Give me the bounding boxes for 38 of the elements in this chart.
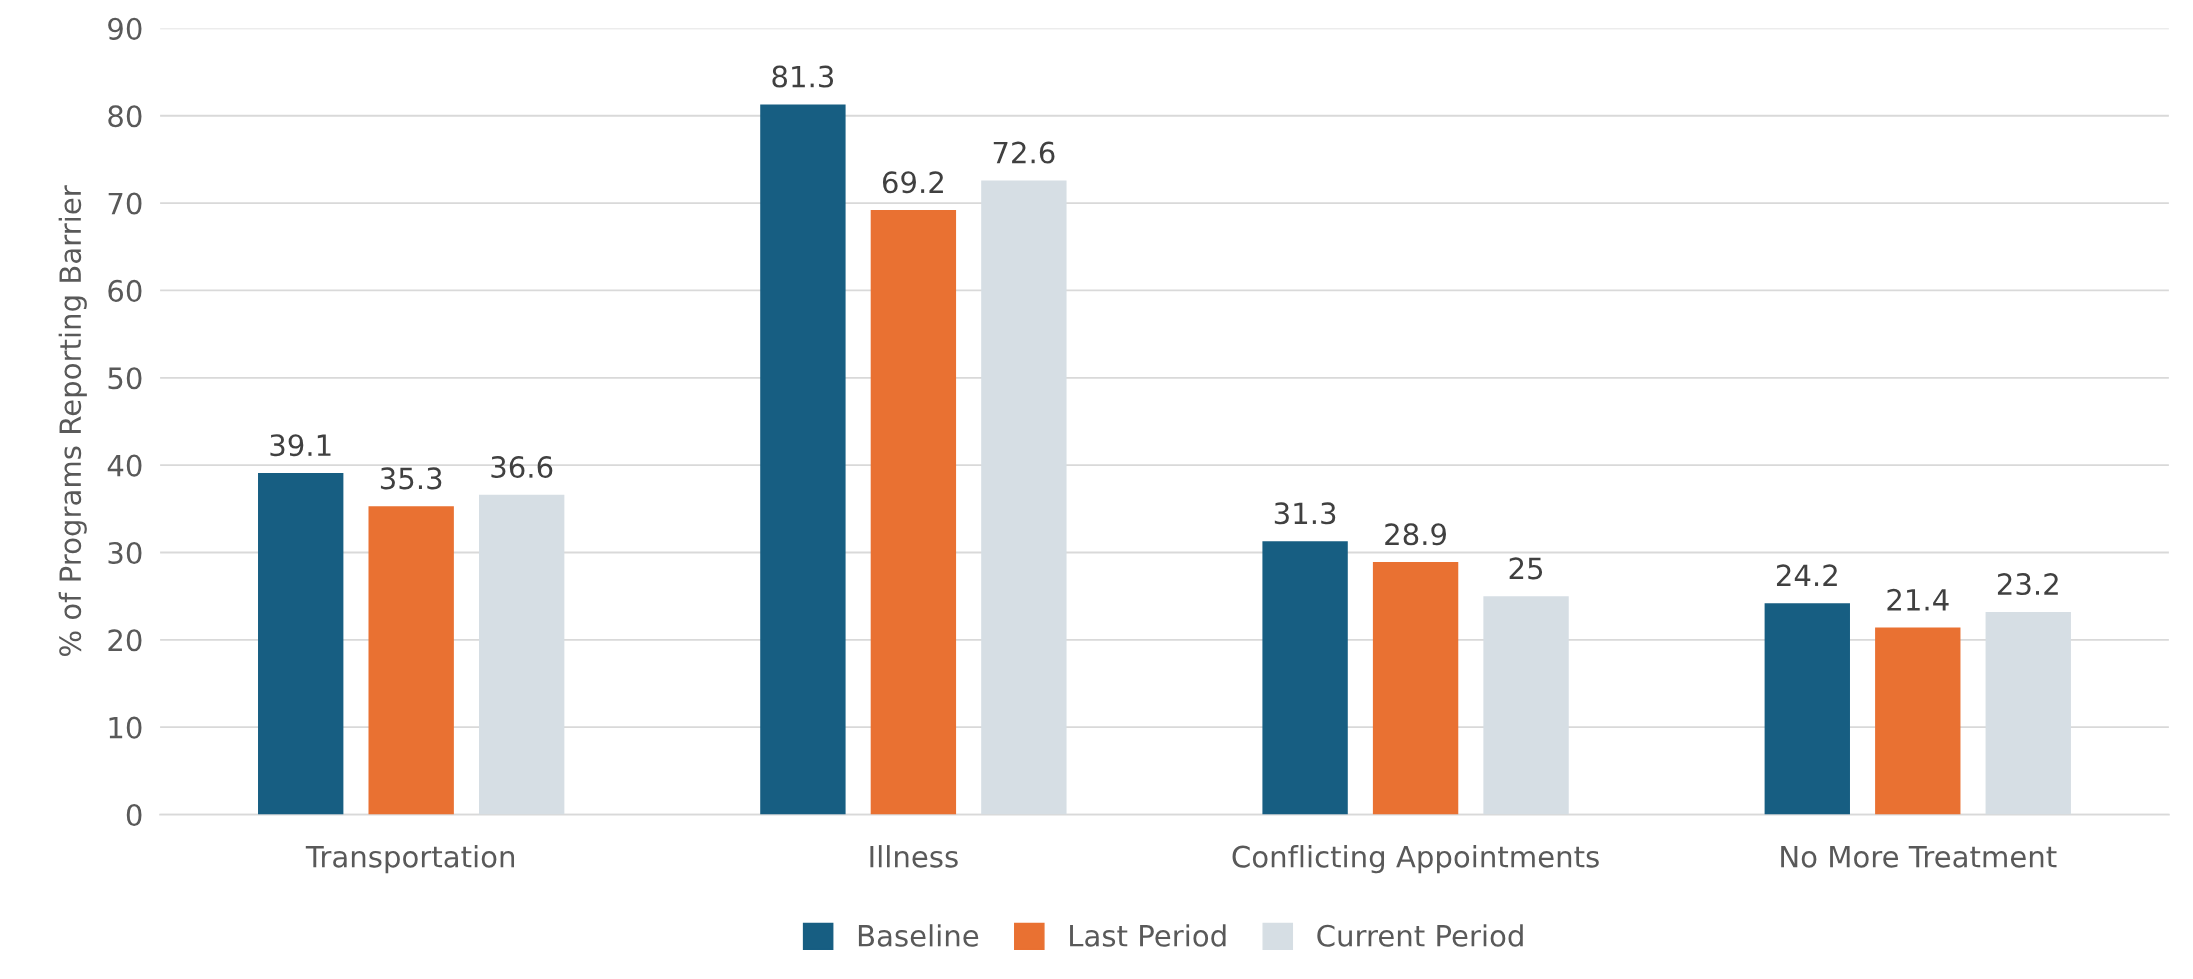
y-tick-label: 50 [108,367,142,390]
y-tick-label: 20 [108,629,142,652]
data-label: 39.1 [270,434,331,457]
data-label: 36.6 [491,456,553,479]
bar [258,473,344,815]
y-axis-title: % of Programs Reporting Barrier [58,185,87,657]
data-label: 21.4 [1887,588,1949,611]
data-label: 31.3 [1274,502,1336,525]
data-label: 25 [1509,557,1543,580]
x-tick-label: Transportation [305,845,515,874]
bar [760,104,846,815]
data-label: 69.2 [882,171,943,194]
legend-label: Baseline [858,924,979,947]
bar [1875,627,1961,815]
bar [870,210,957,815]
y-tick-label: 70 [108,192,142,215]
y-tick-label: 90 [108,17,142,40]
data-label: 28.9 [1385,523,1446,546]
y-tick-label: 40 [107,454,142,477]
data-label: 35.3 [380,467,442,490]
legend-label: Last Period [1070,924,1226,947]
y-tick-label: 80 [108,105,142,128]
bar [1262,541,1348,815]
y-tick-label: 60 [108,279,142,302]
data-label: 23.2 [1997,573,2058,596]
data-label: 72.6 [993,141,1055,164]
x-tick-label: Illness [870,845,958,868]
data-label: 24.2 [1776,564,1837,586]
y-tick-label: 0 [126,803,142,827]
bar [1764,603,1850,815]
legend-label: Current Period [1317,924,1523,947]
bar [1372,562,1459,815]
bar [368,506,454,815]
x-tick-label: Conflicting Appointments [1232,845,1599,874]
y-tick-label: 30 [108,541,142,564]
x-tick-label: No More Treatment [1781,845,2057,868]
y-tick-label: 10 [109,716,142,739]
data-label: 81.3 [772,65,834,88]
